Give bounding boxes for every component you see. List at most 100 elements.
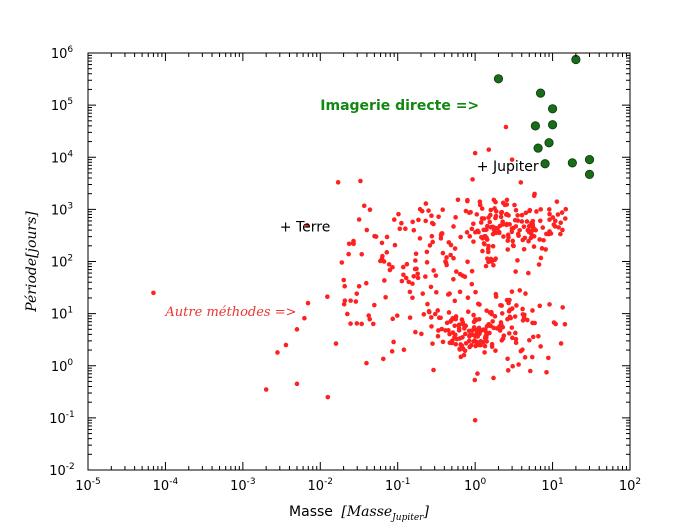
data-point-other-method [384, 250, 390, 255]
data-point-other-method [538, 255, 544, 261]
data-point-other-method [452, 323, 457, 329]
direct-imaging-series [493, 54, 595, 179]
data-point-other-method [509, 306, 515, 311]
data-point-other-method [403, 226, 408, 232]
data-point-other-method [335, 180, 341, 185]
data-point-other-method [381, 259, 387, 264]
data-point-other-method [510, 238, 516, 244]
data-point-other-method [468, 342, 474, 348]
data-point-other-method [448, 319, 453, 324]
data-point-other-method [370, 321, 376, 327]
data-point-other-method [401, 272, 406, 278]
x-tick-label: 101 [541, 477, 563, 494]
data-point-other-method [500, 200, 506, 206]
data-point-other-method [546, 207, 552, 212]
data-point-other-method [443, 328, 448, 333]
data-point-other-method [410, 281, 415, 286]
data-point-other-method [506, 331, 512, 336]
data-point-other-method [500, 324, 506, 330]
data-point-other-method [499, 210, 504, 215]
data-point-other-method [521, 315, 527, 321]
data-point-other-method [530, 308, 535, 313]
data-point-other-method [424, 249, 430, 255]
data-point-other-method [527, 208, 532, 214]
data-point-other-method [400, 264, 406, 270]
data-point-other-method [553, 321, 558, 327]
data-point-other-method [558, 341, 564, 346]
data-point-other-method [513, 207, 519, 213]
x-axis-label-unit-sub: Jupiter [390, 513, 424, 523]
data-point-other-method [482, 343, 488, 349]
data-point-other-method [501, 333, 507, 338]
data-point-other-method [487, 310, 493, 315]
data-point-other-method [457, 271, 463, 277]
data-point-other-method [509, 226, 515, 231]
data-point-other-method [550, 215, 556, 220]
data-point-other-method [473, 317, 478, 322]
data-point-other-method [450, 338, 455, 343]
data-point-other-method [482, 350, 487, 355]
data-point-other-method [469, 268, 475, 274]
data-point-other-method [429, 233, 435, 239]
data-point-other-method [421, 312, 427, 317]
data-point-other-method [493, 291, 499, 297]
data-point-other-method [493, 199, 498, 205]
data-point-other-method [509, 157, 515, 162]
data-point-other-method [526, 270, 531, 276]
data-point-other-method [392, 242, 398, 248]
data-point-other-method [465, 198, 470, 204]
data-point-other-method [453, 341, 459, 347]
data-point-other-method [354, 291, 360, 296]
data-point-other-method [456, 322, 462, 328]
data-point-other-method [493, 348, 498, 353]
data-point-other-method [521, 246, 527, 252]
data-point-other-method [523, 210, 529, 216]
data-point-other-method [505, 247, 511, 252]
data-point-other-method [488, 256, 494, 262]
data-point-other-method [372, 302, 377, 308]
data-point-other-method [346, 251, 351, 257]
data-point-other-method [480, 248, 485, 254]
data-point-other-method [480, 339, 486, 345]
data-point-other-method [342, 283, 347, 289]
data-point-other-method [548, 231, 554, 236]
data-point-direct-imaging [533, 143, 543, 153]
data-point-other-method [428, 315, 434, 320]
data-point-other-method [491, 375, 496, 381]
x-axis-label-unit: [Masse [341, 504, 392, 520]
data-point-other-method [474, 212, 480, 217]
data-point-other-method [515, 258, 520, 263]
data-point-other-method [348, 321, 353, 326]
data-point-other-method [413, 251, 419, 257]
data-point-other-method [372, 233, 377, 239]
data-point-other-method [469, 226, 475, 232]
data-point-other-method [493, 230, 499, 236]
data-point-other-method [551, 222, 557, 227]
data-point-other-method [527, 337, 532, 343]
data-point-other-method [484, 335, 489, 340]
data-point-other-method [478, 328, 484, 334]
data-point-other-method [430, 341, 435, 346]
data-point-other-method [305, 300, 311, 306]
data-point-other-method [359, 321, 364, 327]
data-point-other-method [471, 239, 476, 244]
data-point-other-method [446, 310, 452, 315]
data-point-other-method [538, 207, 544, 212]
data-point-other-method [453, 269, 459, 274]
data-point-other-method [416, 217, 421, 223]
data-point-direct-imaging [567, 158, 577, 168]
data-point-other-method [484, 339, 489, 344]
data-point-other-method [477, 199, 483, 205]
data-point-other-method [528, 235, 534, 241]
data-point-other-method [482, 327, 488, 332]
data-point-other-method [501, 234, 506, 239]
data-point-other-method [458, 234, 463, 240]
data-point-other-method [440, 207, 445, 213]
data-point-other-method [454, 336, 460, 342]
data-point-other-method [473, 289, 478, 295]
data-point-other-method [491, 262, 496, 268]
data-point-other-method [439, 231, 444, 236]
data-point-other-method [263, 387, 269, 392]
data-point-other-method [391, 217, 397, 222]
